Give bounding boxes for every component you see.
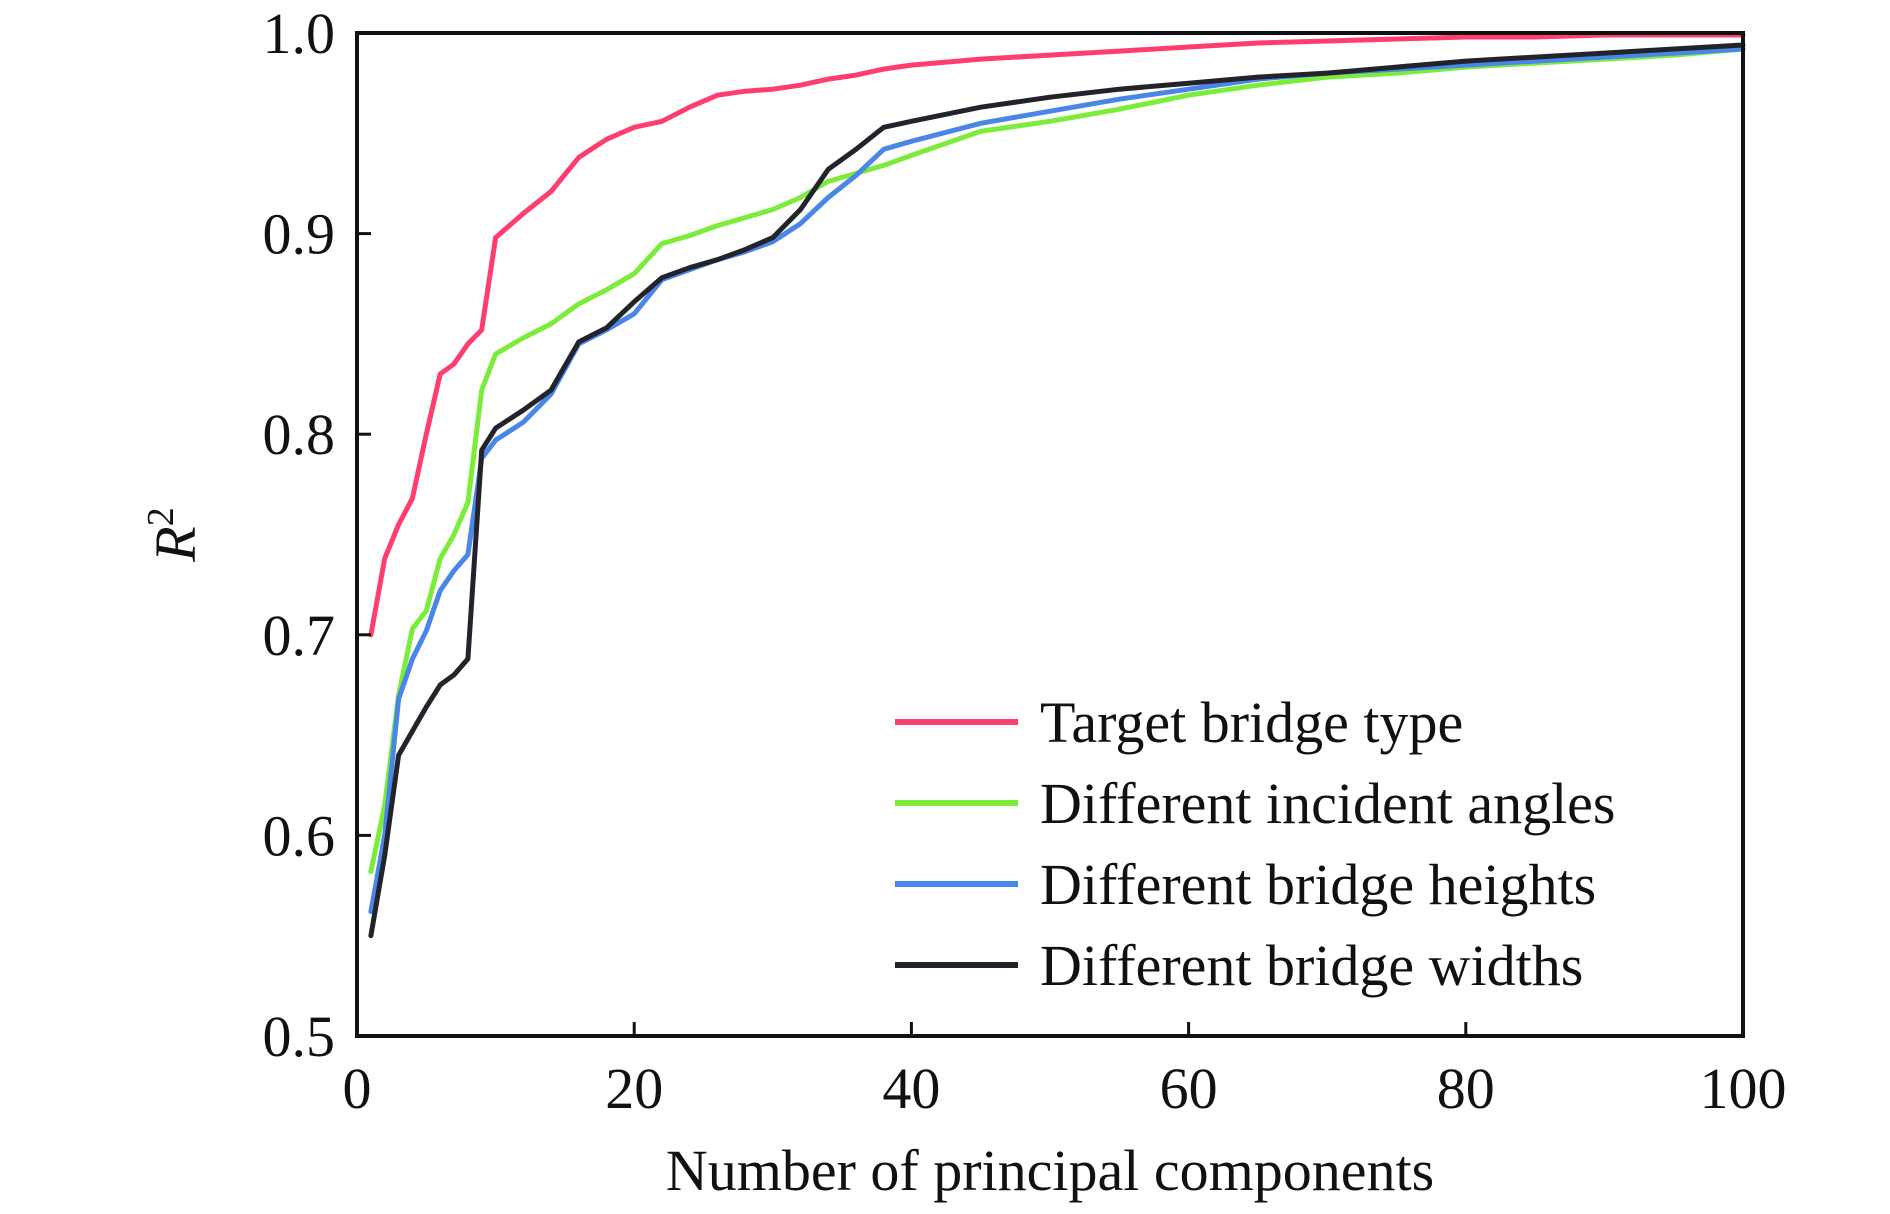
series-layer	[368, 32, 1746, 939]
legend-label: Different bridge widths	[1040, 933, 1583, 998]
x-tick-label: 100	[1700, 1056, 1787, 1121]
y-axis-title-base: R	[143, 526, 208, 562]
x-tick-label: 20	[605, 1056, 663, 1121]
y-tick-label: 0.8	[263, 402, 336, 467]
y-tick-label: 0.7	[263, 603, 336, 668]
series-line-2	[368, 46, 1746, 874]
series-line-1	[368, 32, 1746, 638]
y-tick-label: 0.9	[263, 202, 336, 267]
y-tick-label: 0.6	[263, 803, 336, 868]
plot-frame	[355, 31, 1745, 1038]
x-tick-label: 80	[1437, 1056, 1495, 1121]
ticks-layer: 0 20 40 60 80 100 0.5 0.6 0.7 0.8 0.9 1.0	[263, 1, 1787, 1121]
y-axis-title-superscript: 2	[140, 507, 182, 526]
x-tick-label: 0	[343, 1056, 372, 1121]
y-axis-title: R2	[140, 507, 208, 562]
x-tick-label: 40	[882, 1056, 940, 1121]
y-tick-label: 1.0	[263, 1, 336, 66]
legend-label: Different bridge heights	[1040, 852, 1596, 917]
x-axis-title: Number of principal components	[666, 1138, 1434, 1203]
legend-label: Target bridge type	[1040, 690, 1463, 755]
legend: Target bridge type Different incident ang…	[895, 690, 1616, 998]
legend-label: Different incident angles	[1040, 771, 1616, 836]
series-line-4	[368, 42, 1746, 939]
y-tick-label: 0.5	[263, 1004, 336, 1069]
x-tick-label: 60	[1160, 1056, 1218, 1121]
